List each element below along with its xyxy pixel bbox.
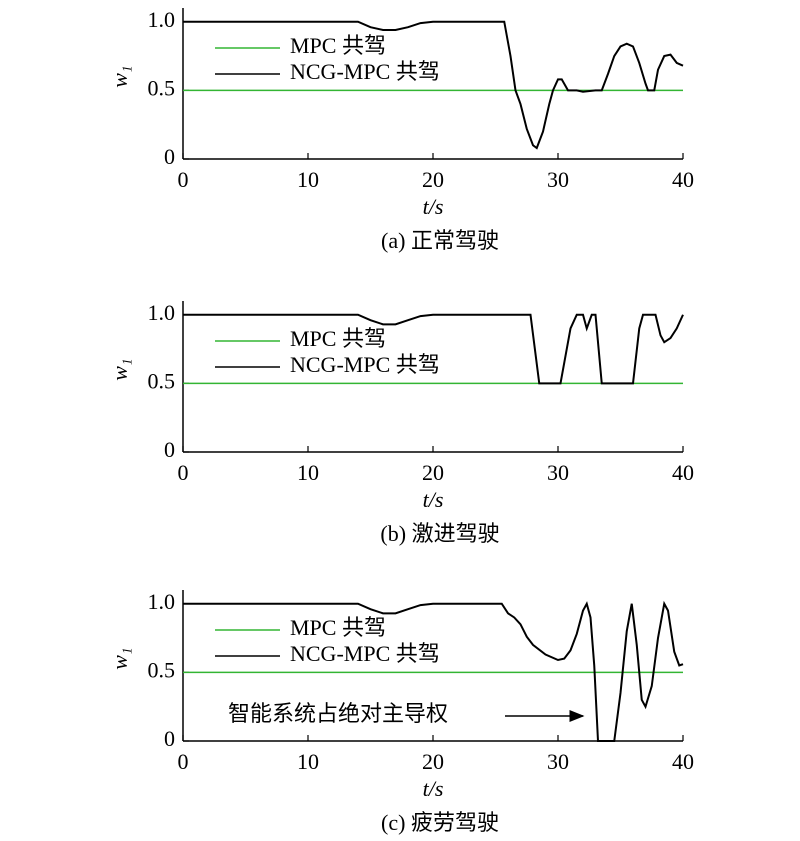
x-tick-label: 30 [547, 460, 569, 485]
x-tick-label: 20 [422, 167, 444, 192]
x-tick-label: 40 [672, 749, 694, 774]
y-tick-label: 0 [164, 726, 175, 751]
x-tick-label: 10 [297, 749, 319, 774]
legend-label: MPC 共驾 [290, 615, 386, 640]
x-tick-label: 20 [422, 749, 444, 774]
x-tick-label: 0 [178, 460, 189, 485]
x-tick-label: 0 [178, 167, 189, 192]
y-axis-label: w₁ [107, 647, 132, 669]
y-tick-label: 0.5 [148, 75, 176, 100]
legend-label: MPC 共驾 [290, 326, 386, 351]
legend-label: NCG-MPC 共驾 [290, 59, 440, 84]
x-tick-label: 20 [422, 460, 444, 485]
x-axis-label: t/s [423, 487, 444, 512]
y-tick-label: 0.5 [148, 657, 176, 682]
x-tick-label: 30 [547, 167, 569, 192]
x-tick-label: 0 [178, 749, 189, 774]
y-tick-label: 1.0 [148, 589, 176, 614]
legend-label: NCG-MPC 共驾 [290, 352, 440, 377]
legend-label: NCG-MPC 共驾 [290, 641, 440, 666]
y-axis-label: w₁ [107, 65, 132, 87]
x-tick-label: 10 [297, 167, 319, 192]
series-line [183, 600, 684, 742]
caption: (a) 正常驾驶 [381, 228, 499, 253]
x-tick-label: 40 [672, 167, 694, 192]
series-line [183, 313, 684, 385]
y-axis-label: w₁ [107, 358, 132, 380]
legend-label: MPC 共驾 [290, 33, 386, 58]
x-axis-label: t/s [423, 776, 444, 801]
y-tick-label: 1.0 [148, 7, 176, 32]
y-tick-label: 1.0 [148, 300, 176, 325]
caption: (b) 激进驾驶 [380, 521, 499, 546]
annotation: 智能系统占绝对主导权 [228, 701, 448, 726]
caption: (c) 疲劳驾驶 [381, 810, 499, 835]
y-tick-label: 0 [164, 144, 175, 169]
x-tick-label: 40 [672, 460, 694, 485]
x-tick-label: 10 [297, 460, 319, 485]
series-line [183, 20, 684, 150]
y-tick-label: 0.5 [148, 368, 176, 393]
x-axis-label: t/s [423, 194, 444, 219]
y-tick-label: 0 [164, 437, 175, 462]
x-tick-label: 30 [547, 749, 569, 774]
